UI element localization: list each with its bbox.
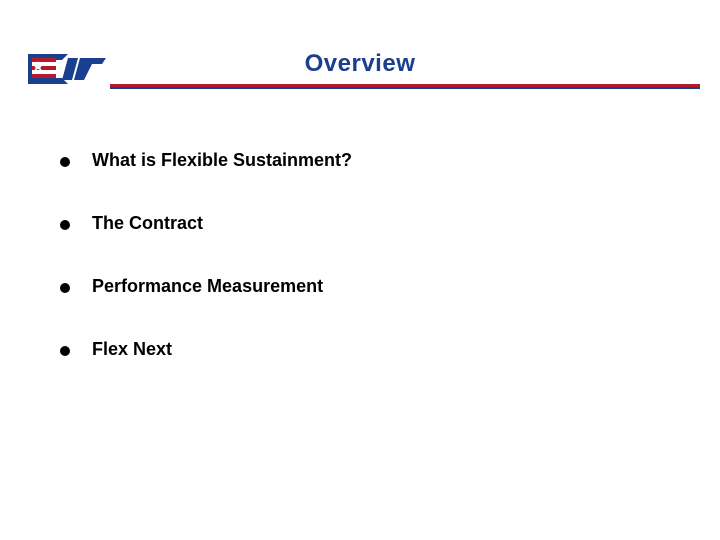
bullet-icon bbox=[60, 346, 70, 356]
bullet-icon bbox=[60, 283, 70, 293]
list-item: The Contract bbox=[60, 213, 660, 234]
bullet-icon bbox=[60, 220, 70, 230]
bullet-label: Flex Next bbox=[92, 339, 172, 360]
list-item: Performance Measurement bbox=[60, 276, 660, 297]
c17-logo bbox=[28, 54, 110, 84]
list-item: Flex Next bbox=[60, 339, 660, 360]
bullet-label: What is Flexible Sustainment? bbox=[92, 150, 352, 171]
bullet-label: The Contract bbox=[92, 213, 203, 234]
bullet-label: Performance Measurement bbox=[92, 276, 323, 297]
header-rule-blue bbox=[110, 87, 700, 89]
slide: Overview What is Flexible Sustainment? T… bbox=[0, 0, 720, 540]
list-item: What is Flexible Sustainment? bbox=[60, 150, 660, 171]
slide-body: What is Flexible Sustainment? The Contra… bbox=[60, 150, 660, 402]
bullet-icon bbox=[60, 157, 70, 167]
